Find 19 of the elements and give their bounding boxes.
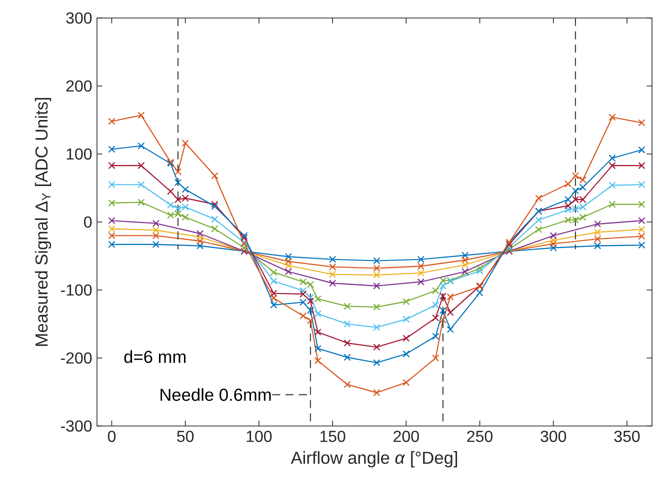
y-tick-label: -300 <box>60 420 92 432</box>
x-tick-label: 250 <box>467 430 492 442</box>
y-tick-label: -100 <box>60 284 92 296</box>
annotation: d=6 mm <box>124 350 186 364</box>
y-axis-title: Measured Signal Δ$_{Y}$ [ADC Units] <box>34 98 52 346</box>
x-tick-label: 150 <box>320 430 346 442</box>
x-tick-label: 300 <box>540 430 566 442</box>
y-tick-label: 100 <box>66 148 92 160</box>
x-tick-label: 200 <box>394 430 419 442</box>
y-tick-label: 200 <box>66 80 92 92</box>
y-tick-label: 300 <box>66 12 92 24</box>
annotation: Needle 0.6mm <box>160 388 271 401</box>
y-tick-label: -200 <box>60 352 92 364</box>
x-tick-label: 50 <box>177 430 194 442</box>
x-tick-label: 350 <box>614 430 640 442</box>
y-tick-label: 0 <box>84 216 92 228</box>
x-tick-label: 0 <box>108 430 116 442</box>
x-tick-label: 100 <box>246 430 272 442</box>
x-axis-title: Airflow angle α [°Deg] <box>290 451 458 468</box>
